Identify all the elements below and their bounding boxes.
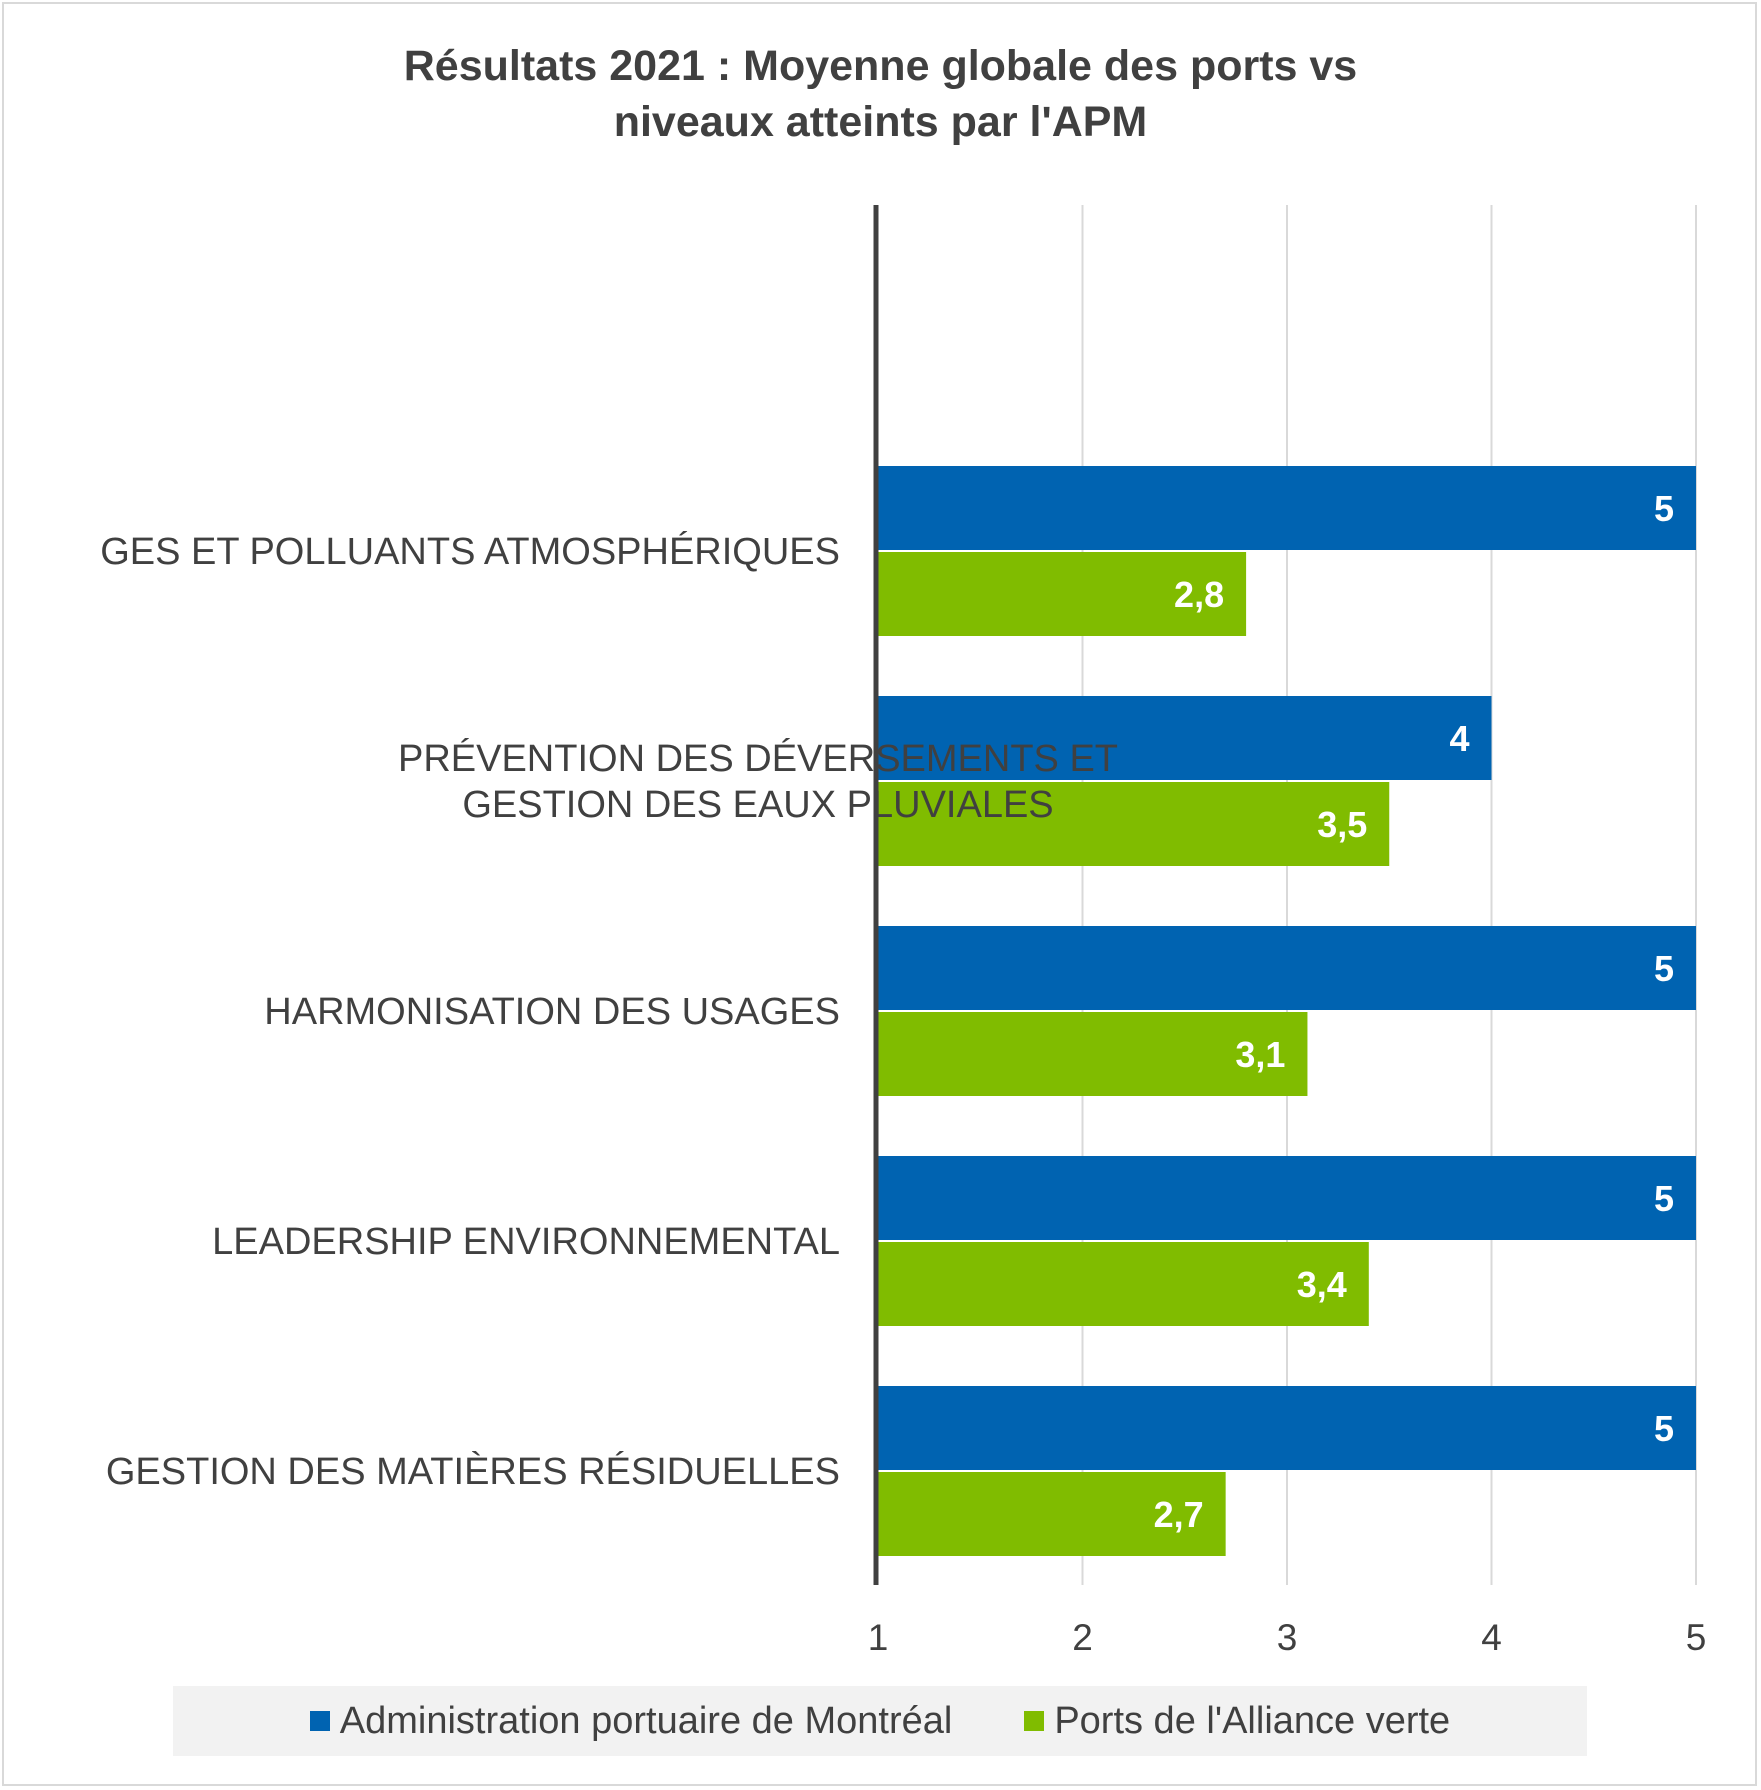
data-label-s0-c4: 5 [1654, 1408, 1674, 1449]
data-label-s1-c2: 3,1 [1235, 1034, 1285, 1075]
category-label-1-0: PRÉVENTION DES DÉVERSEMENTS ET [398, 737, 1118, 780]
legend-item-apm: Administration portuaire de Montréal [309, 1699, 953, 1743]
gridlines [1081, 205, 1697, 1585]
chart-title-line-2: niveaux atteints par l'APM [613, 98, 1148, 146]
x-tick-labels: 1 2 3 4 5 [868, 1617, 1707, 1658]
legend-label-apm: Administration portuaire de Montréal [339, 1699, 953, 1742]
data-label-s1-c0: 2,8 [1174, 574, 1224, 615]
bar-s1-c3 [878, 1242, 1369, 1326]
data-label-s0-c1: 4 [1449, 718, 1469, 759]
bar-s1-c0 [878, 552, 1247, 636]
bar-s1-c4 [878, 1472, 1226, 1556]
category-label-2-0: HARMONISATION DES USAGES [264, 991, 840, 1033]
bar-s0-c2 [878, 926, 1696, 1010]
legend: Administration portuaire de Montréal Por… [173, 1686, 1587, 1756]
category-label-1-1: GESTION DES EAUX PLUVIALES [462, 784, 1053, 826]
legend-swatch-apm [309, 1711, 330, 1731]
data-label-s0-c2: 5 [1654, 948, 1674, 989]
x-tick-label-2: 2 [1072, 1617, 1093, 1658]
data-label-s0-c0: 5 [1654, 488, 1674, 529]
category-labels: GES ET POLLUANTS ATMOSPHÉRIQUES PRÉVENTIO… [100, 530, 1118, 1493]
bar-s1-c1 [878, 782, 1390, 866]
chart-title-line-1: Résultats 2021 : Moyenne globale des por… [403, 42, 1358, 90]
legend-label-alliance-verte: Ports de l'Alliance verte [1054, 1699, 1451, 1742]
data-label-s1-c1: 3,5 [1317, 804, 1367, 845]
x-tick-label-3: 3 [1277, 1617, 1298, 1658]
data-label-s1-c3: 3,4 [1297, 1264, 1347, 1305]
bar-s0-c0 [878, 466, 1696, 550]
category-label-3-0: LEADERSHIP ENVIRONNEMENTAL [212, 1221, 840, 1263]
data-label-s0-c3: 5 [1654, 1178, 1674, 1219]
bar-s0-c4 [878, 1386, 1696, 1470]
legend-swatch-alliance-verte [1024, 1711, 1045, 1731]
bar-s0-c1 [878, 696, 1492, 780]
category-label-0-0: GES ET POLLUANTS ATMOSPHÉRIQUES [100, 530, 840, 573]
x-tick-label-5: 5 [1686, 1617, 1707, 1658]
chart-title: Résultats 2021 : Moyenne globale des por… [0, 38, 1761, 150]
bars: 5 2,8 4 3,5 5 3,1 5 3,4 5 2,7 [878, 466, 1696, 1556]
bar-s1-c2 [878, 1012, 1308, 1096]
category-label-4-0: GESTION DES MATIÈRES RÉSIDUELLES [106, 1450, 840, 1493]
x-tick-label-4: 4 [1481, 1617, 1502, 1658]
data-label-s1-c4: 2,7 [1154, 1494, 1204, 1535]
legend-item-alliance-verte: Ports de l'Alliance verte [1024, 1700, 1450, 1743]
x-tick-label-1: 1 [868, 1617, 889, 1658]
bar-s0-c3 [878, 1156, 1696, 1240]
